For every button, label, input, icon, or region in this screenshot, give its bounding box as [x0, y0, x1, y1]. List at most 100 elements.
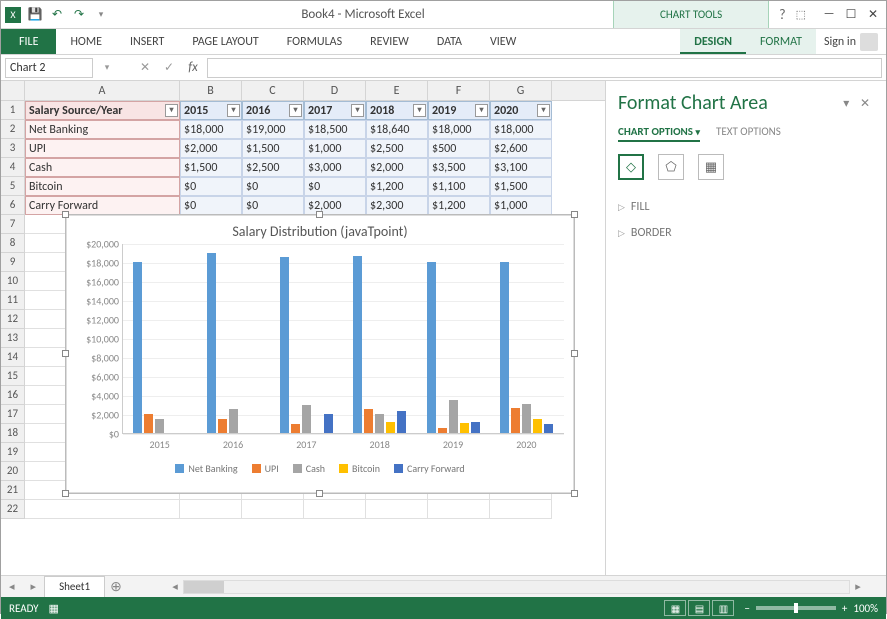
fill-line-icon[interactable]: ◇	[618, 154, 644, 180]
resize-handle[interactable]	[62, 490, 69, 497]
row-header[interactable]: 21	[1, 481, 25, 500]
cell[interactable]: $0	[180, 177, 242, 196]
size-properties-icon[interactable]: ▦	[698, 154, 724, 180]
bar[interactable]	[207, 253, 216, 434]
bar[interactable]	[427, 262, 436, 433]
bar[interactable]	[511, 408, 520, 433]
maximize-button[interactable]: ☐	[844, 7, 858, 22]
cell[interactable]: $18,500	[304, 120, 366, 139]
cell[interactable]: $0	[242, 196, 304, 215]
formula-input[interactable]	[207, 58, 882, 78]
row-header[interactable]: 16	[1, 386, 25, 405]
spreadsheet-grid[interactable]: ABCDEFG 1Salary Source/Year▾2015▾2016▾20…	[1, 81, 606, 575]
filter-dropdown-icon[interactable]: ▾	[475, 104, 488, 117]
cell[interactable]: $1,200	[366, 177, 428, 196]
resize-handle[interactable]	[316, 211, 323, 218]
row-header[interactable]: 13	[1, 329, 25, 348]
cell[interactable]	[428, 500, 490, 519]
ribbon-tab-insert[interactable]: INSERT	[116, 29, 178, 54]
cell[interactable]	[242, 500, 304, 519]
chart-title[interactable]: Salary Distribution (javaTpoint)	[66, 215, 574, 244]
cell[interactable]	[25, 500, 180, 519]
bar[interactable]	[280, 257, 289, 433]
bar[interactable]	[544, 424, 553, 434]
cell[interactable]: 2018▾	[366, 101, 428, 120]
cancel-formula-icon[interactable]: ✕	[135, 58, 155, 78]
sheet-tab[interactable]: Sheet1	[44, 576, 105, 597]
cell[interactable]: $2,300	[366, 196, 428, 215]
cell[interactable]: $2,600	[490, 139, 552, 158]
row-header[interactable]: 10	[1, 272, 25, 291]
chart-options-tab[interactable]: CHART OPTIONS ▾	[618, 125, 700, 142]
cell[interactable]: Cash	[25, 158, 180, 177]
horizontal-scrollbar[interactable]: ◂ ▸	[167, 580, 866, 594]
bar[interactable]	[438, 428, 447, 433]
cell[interactable]: $3,100	[490, 158, 552, 177]
row-header[interactable]: 19	[1, 443, 25, 462]
cell[interactable]: Bitcoin	[25, 177, 180, 196]
bar[interactable]	[291, 424, 300, 434]
cell[interactable]: $1,500	[242, 139, 304, 158]
row-header[interactable]: 20	[1, 462, 25, 481]
scroll-left-icon[interactable]: ◂	[167, 580, 183, 593]
filter-dropdown-icon[interactable]: ▾	[537, 104, 550, 117]
pane-section-fill[interactable]: ▷FILL	[618, 194, 874, 220]
row-header[interactable]: 12	[1, 310, 25, 329]
row-header[interactable]: 6	[1, 196, 25, 215]
ribbon-tab-design[interactable]: DESIGN	[680, 29, 746, 54]
cell[interactable]: $3,000	[304, 158, 366, 177]
column-header[interactable]: E	[366, 81, 428, 100]
bar[interactable]	[302, 405, 311, 434]
bar[interactable]	[449, 400, 458, 433]
cell[interactable]: $18,000	[428, 120, 490, 139]
bar[interactable]	[144, 414, 153, 433]
row-header[interactable]: 14	[1, 348, 25, 367]
bar[interactable]	[500, 262, 509, 433]
minimize-button[interactable]: —	[822, 7, 836, 22]
pane-section-border[interactable]: ▷BORDER	[618, 220, 874, 246]
cell[interactable]: UPI	[25, 139, 180, 158]
resize-handle[interactable]	[571, 211, 578, 218]
qat-dropdown-icon[interactable]: ▾	[93, 7, 109, 23]
column-header[interactable]: C	[242, 81, 304, 100]
select-all-corner[interactable]	[1, 81, 25, 100]
filter-dropdown-icon[interactable]: ▾	[165, 104, 178, 117]
cell[interactable]: 2015▾	[180, 101, 242, 120]
add-sheet-button[interactable]: ⊕	[105, 578, 127, 595]
cell[interactable]: $1,000	[490, 196, 552, 215]
row-header[interactable]: 8	[1, 234, 25, 253]
row-header[interactable]: 18	[1, 424, 25, 443]
bar[interactable]	[133, 262, 142, 433]
resize-handle[interactable]	[62, 211, 69, 218]
ribbon-tab-data[interactable]: DATA	[423, 29, 476, 54]
cell[interactable]: $1,200	[428, 196, 490, 215]
ribbon-tab-page-layout[interactable]: PAGE LAYOUT	[178, 29, 272, 54]
bar[interactable]	[353, 256, 362, 433]
zoom-slider[interactable]	[756, 606, 836, 610]
row-header[interactable]: 7	[1, 215, 25, 234]
cell[interactable]: $2,000	[366, 158, 428, 177]
filter-dropdown-icon[interactable]: ▾	[289, 104, 302, 117]
bar[interactable]	[397, 411, 406, 433]
column-header[interactable]: A	[25, 81, 180, 100]
cell[interactable]: $500	[428, 139, 490, 158]
cell[interactable]: $18,000	[180, 120, 242, 139]
ribbon-display-icon[interactable]: ⬚	[796, 8, 806, 21]
cell[interactable]	[180, 500, 242, 519]
cell[interactable]: $0	[242, 177, 304, 196]
sheet-nav-next[interactable]: ▸	[23, 580, 45, 593]
row-header[interactable]: 17	[1, 405, 25, 424]
bar[interactable]	[364, 409, 373, 433]
bar[interactable]	[386, 422, 395, 433]
cell[interactable]: $3,500	[428, 158, 490, 177]
scroll-right-icon[interactable]: ▸	[850, 580, 866, 593]
legend-item[interactable]: Cash	[293, 462, 325, 475]
bar[interactable]	[522, 404, 531, 433]
macro-record-icon[interactable]: ▦	[49, 602, 59, 615]
close-button[interactable]: ✕	[866, 7, 880, 22]
cell[interactable]: $1,500	[490, 177, 552, 196]
ribbon-tab-format[interactable]: FORMAT	[746, 29, 816, 54]
zoom-in-button[interactable]: +	[842, 602, 847, 615]
bar[interactable]	[218, 419, 227, 433]
enter-formula-icon[interactable]: ✓	[159, 58, 179, 78]
